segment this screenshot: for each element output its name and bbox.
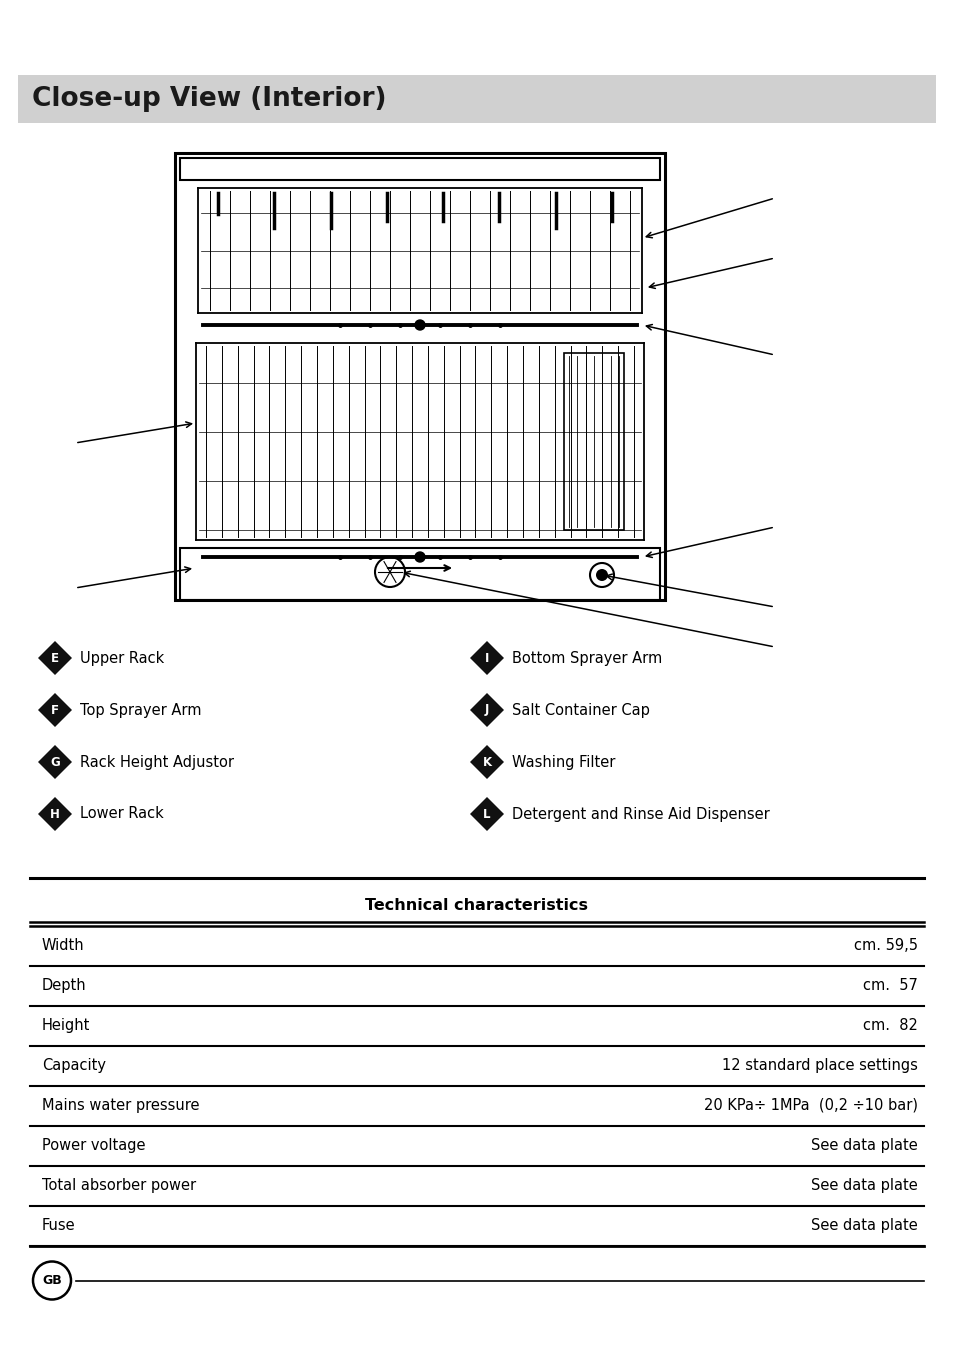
Text: Close-up View (Interior): Close-up View (Interior)	[32, 86, 386, 112]
Text: Salt Container Cap: Salt Container Cap	[512, 703, 649, 717]
Text: Rack Height Adjustor: Rack Height Adjustor	[80, 754, 233, 770]
Text: I: I	[484, 651, 489, 665]
Bar	[563, 353, 623, 530]
Text: E: E	[51, 651, 59, 665]
Text: Lower Rack: Lower Rack	[80, 807, 164, 821]
Text: Technical characteristics: Technical characteristics	[365, 898, 588, 913]
Text: See data plate: See data plate	[810, 1219, 917, 1233]
Text: Height: Height	[42, 1019, 91, 1034]
Bar	[180, 158, 659, 180]
Polygon shape	[470, 693, 503, 727]
Polygon shape	[470, 797, 503, 831]
Bar	[180, 549, 659, 600]
Text: G: G	[51, 755, 60, 769]
Text: Bottom Sprayer Arm: Bottom Sprayer Arm	[512, 650, 661, 666]
Text: Upper Rack: Upper Rack	[80, 650, 164, 666]
Polygon shape	[38, 797, 71, 831]
Bar	[174, 153, 664, 600]
Text: J: J	[484, 704, 489, 716]
Text: F: F	[51, 704, 59, 716]
Polygon shape	[38, 640, 71, 676]
Polygon shape	[470, 744, 503, 780]
Text: GB: GB	[42, 1274, 62, 1288]
Text: Depth: Depth	[42, 978, 87, 993]
Text: K: K	[482, 755, 491, 769]
Text: cm.  82: cm. 82	[862, 1019, 917, 1034]
Text: Width: Width	[42, 938, 85, 952]
Text: See data plate: See data plate	[810, 1178, 917, 1193]
Text: L: L	[483, 808, 490, 820]
Text: 12 standard place settings: 12 standard place settings	[721, 1058, 917, 1073]
Text: Power voltage: Power voltage	[42, 1138, 146, 1152]
Text: cm. 59,5: cm. 59,5	[853, 938, 917, 952]
Text: Detergent and Rinse Aid Dispenser: Detergent and Rinse Aid Dispenser	[512, 807, 769, 821]
Circle shape	[415, 553, 424, 562]
Text: Top Sprayer Arm: Top Sprayer Arm	[80, 703, 201, 717]
Bar	[18, 76, 935, 123]
Text: cm.  57: cm. 57	[862, 978, 917, 993]
Text: See data plate: See data plate	[810, 1138, 917, 1152]
Circle shape	[596, 569, 607, 581]
Text: Mains water pressure: Mains water pressure	[42, 1098, 199, 1113]
Text: Fuse: Fuse	[42, 1219, 75, 1233]
Polygon shape	[38, 744, 71, 780]
Text: H: H	[50, 808, 60, 820]
Text: 20 KPa÷ 1MPa  (0,2 ÷10 bar): 20 KPa÷ 1MPa (0,2 ÷10 bar)	[703, 1098, 917, 1113]
Polygon shape	[38, 693, 71, 727]
Text: Capacity: Capacity	[42, 1058, 106, 1073]
Circle shape	[415, 320, 424, 330]
Text: Washing Filter: Washing Filter	[512, 754, 615, 770]
Text: Total absorber power: Total absorber power	[42, 1178, 196, 1193]
Polygon shape	[470, 640, 503, 676]
